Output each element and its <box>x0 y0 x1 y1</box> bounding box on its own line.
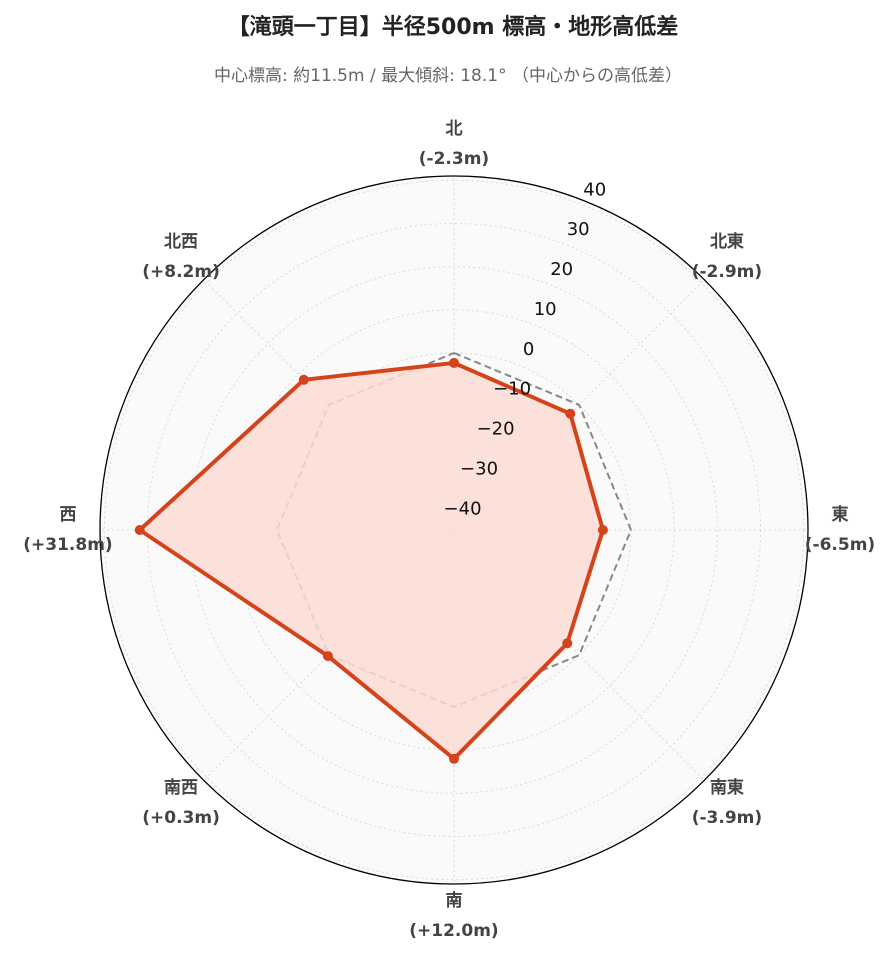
value-label: (+8.2m) <box>142 262 220 282</box>
radial-tick-label: −20 <box>477 419 515 440</box>
radial-tick-label: 10 <box>534 299 557 320</box>
marker <box>562 638 573 649</box>
value-label: (+12.0m) <box>409 921 498 941</box>
category-label: 北東 <box>710 231 744 252</box>
marker <box>298 374 309 385</box>
value-label: (-2.3m) <box>419 149 489 169</box>
marker <box>565 408 576 419</box>
radial-tick-label: 0 <box>523 339 534 360</box>
radial-tick-label: −10 <box>493 379 531 400</box>
radial-tick-label: 30 <box>567 219 590 240</box>
category-label: 西 <box>60 505 77 525</box>
value-label: (-3.9m) <box>692 808 762 828</box>
marker <box>449 357 459 368</box>
value-label: (+31.8m) <box>23 535 112 555</box>
category-label: 東 <box>832 504 849 525</box>
value-label: (-2.9m) <box>692 262 762 282</box>
outer-circle <box>99 175 809 885</box>
value-label: (+0.3m) <box>142 808 220 828</box>
radial-tick-label: 20 <box>550 259 573 280</box>
marker <box>597 525 608 535</box>
marker <box>134 525 145 535</box>
grid-circle <box>103 179 805 881</box>
spoke <box>453 529 705 781</box>
radial-tick-label: −40 <box>444 498 482 519</box>
chart-subtitle: 中心標高: 約11.5m / 最大傾斜: 18.1° （中心からの高低差） <box>214 66 682 86</box>
category-label: 北西 <box>164 232 198 252</box>
marker <box>322 651 333 662</box>
category-label: 南西 <box>164 777 198 798</box>
value-label: (-6.5m) <box>805 535 875 555</box>
category-label: 南 <box>446 890 463 911</box>
category-label: 北 <box>446 119 463 139</box>
category-label: 南東 <box>710 777 744 798</box>
radial-tick-label: 40 <box>583 179 606 200</box>
chart-title: 【滝頭一丁目】半径500m 標高・地形高低差 <box>228 14 679 40</box>
marker <box>449 753 459 764</box>
radial-tick-label: −30 <box>460 458 498 479</box>
